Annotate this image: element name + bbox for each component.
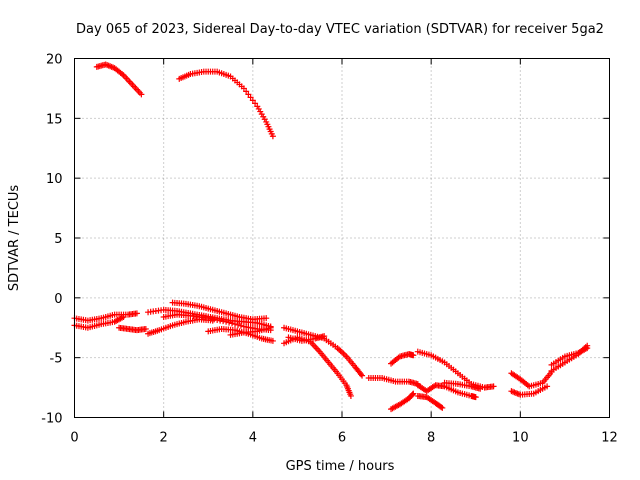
x-tick-label: 0 [70, 431, 78, 446]
series-arc-16 [388, 390, 417, 413]
series-arc-13 [281, 334, 354, 399]
data-point [359, 372, 366, 379]
series-arc-9 [169, 299, 270, 323]
x-tick-label: 4 [249, 431, 257, 446]
x-axis-title: GPS time / hours [286, 459, 395, 474]
series-arc-21 [441, 379, 484, 392]
data-point-interp [357, 371, 364, 378]
series-arc-6 [145, 316, 216, 337]
data-point-interp [232, 321, 238, 328]
series-arc-11 [227, 324, 274, 338]
data-point [223, 318, 230, 325]
data-point [410, 390, 417, 397]
y-tick-label: 10 [46, 172, 63, 187]
data-point-interp [339, 349, 345, 356]
data-point [142, 325, 149, 332]
series-arc-5 [116, 324, 149, 334]
series-arc-1 [93, 61, 145, 98]
x-tick-label: 2 [160, 431, 168, 446]
y-axis-title: SDTVAR / TECUs [7, 185, 22, 292]
x-tick-label: 6 [338, 431, 346, 446]
data-point [138, 91, 145, 98]
series-arc-20 [414, 392, 446, 411]
chart-title: Day 065 of 2023, Sidereal Day-to-day VTE… [76, 22, 604, 37]
data-point [133, 310, 140, 317]
grid [74, 58, 610, 418]
series-arc-14 [285, 333, 328, 344]
data-point-interp [234, 321, 241, 328]
series-arc-22 [508, 383, 551, 398]
x-tick-label: 8 [427, 431, 435, 446]
data-point [477, 385, 484, 392]
data-point [472, 394, 479, 401]
series-arc-12 [281, 324, 366, 379]
series-arc-23 [508, 369, 555, 390]
series-arc-17 [388, 351, 417, 367]
data-point [321, 333, 328, 340]
y-tick-label: 15 [46, 112, 63, 127]
data-point-interp [340, 350, 347, 357]
data-point-interp [226, 319, 233, 326]
series-arc-8 [160, 311, 274, 334]
series-arc-15 [365, 375, 421, 387]
data-point [410, 352, 417, 359]
data-point [584, 345, 591, 352]
data-point-interp [336, 346, 343, 353]
data-point [490, 383, 497, 390]
data-point [269, 337, 276, 344]
series-arc-4 [71, 310, 140, 324]
y-tick-label: 0 [54, 292, 62, 307]
data-point [347, 392, 354, 399]
series-arc-25 [548, 345, 591, 368]
axis-ticks: 0 2 4 6 8 10 12 -10 -5 0 5 10 15 20 [41, 53, 618, 446]
data-point [263, 315, 270, 322]
x-tick-label: 12 [601, 431, 618, 446]
data-points [71, 61, 591, 413]
data-point [439, 404, 446, 411]
data-point-interp [237, 322, 244, 329]
series-arc-2 [176, 68, 276, 140]
series-arc-19 [414, 382, 479, 401]
y-tick-label: 5 [54, 232, 62, 247]
y-tick-label: -10 [41, 412, 62, 427]
data-point [267, 324, 274, 331]
data-point [544, 383, 551, 390]
y-tick-label: 20 [46, 53, 63, 68]
data-point-interp [438, 404, 445, 411]
y-tick-label: -5 [50, 352, 63, 367]
data-point [269, 133, 276, 140]
data-point-interp [229, 320, 236, 327]
x-tick-label: 10 [512, 431, 529, 446]
data-point-interp [409, 391, 416, 398]
data-point-interp [337, 347, 344, 354]
